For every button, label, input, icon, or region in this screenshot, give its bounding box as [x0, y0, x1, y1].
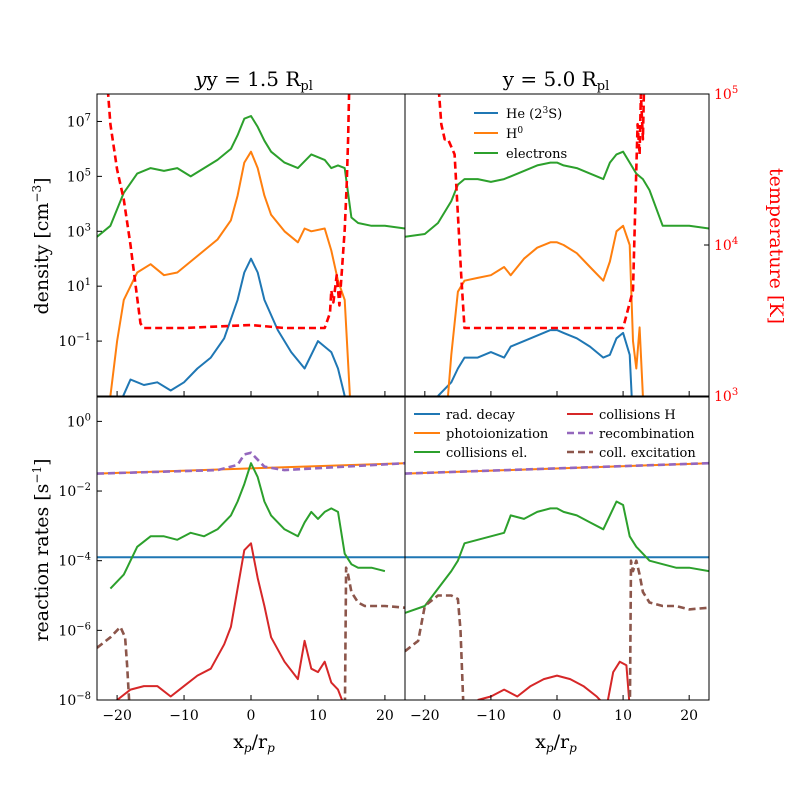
legend-label: H0 [506, 126, 523, 142]
series-coll-excitation [97, 566, 405, 700]
series-collisions-el- [109, 462, 386, 590]
left-xlabel-x: x [233, 731, 244, 753]
density-ylabel-sup: −3 [30, 185, 44, 203]
legend-label: electrons [506, 147, 567, 162]
left-title-text: y = 1.5 R [205, 67, 301, 91]
x-tick-label: 20 [376, 708, 394, 724]
x-tick-label: −10 [476, 708, 506, 724]
rates-ylabel-sup: −1 [30, 466, 44, 484]
series-electrons [405, 150, 709, 238]
plot-frame [96, 93, 406, 397]
plot-frame [404, 396, 710, 701]
legend-label: collisions H [599, 408, 676, 423]
y-tick-label: 10−8 [58, 691, 91, 709]
rates-ylabel-end: ] [31, 458, 53, 465]
y-tick-label: 10−2 [58, 482, 91, 500]
series-electrons [97, 115, 405, 238]
legend-label: collisions el. [446, 446, 527, 461]
series-recombination [97, 451, 405, 475]
y-tick-label: 10−1 [58, 332, 91, 350]
right-panel-title: y = 5.0 Rpl [502, 67, 609, 94]
y-tick-label: 107 [67, 112, 91, 130]
series-he-2-3s- [122, 257, 346, 396]
y-tick-label: 104 [714, 236, 738, 254]
rates-panel-left [96, 396, 406, 701]
density-ylabel-end: ] [31, 177, 53, 184]
y-tick-label: 103 [67, 222, 91, 240]
right-xlabel-sub2: p [569, 741, 577, 755]
series-collisions-el- [405, 500, 709, 614]
x-tick-label: 0 [247, 708, 256, 724]
series-he-2-3s- [437, 329, 633, 396]
left-xlabel-sub2: p [267, 741, 275, 755]
axis-ticks: −20 −10 0 10 20 −20 −10 0 10 20 107 105 103 101 10−1 10… [58, 85, 738, 724]
y-tick-label: 103 [714, 387, 738, 405]
y-tick-label: 100 [67, 412, 91, 430]
rates-ylabel: reaction rates [s−1] [30, 458, 53, 641]
temperature-ylabel: temperature [K] [765, 168, 787, 324]
y-tick-label: 10−4 [58, 552, 91, 570]
density-panel-right [404, 93, 710, 397]
y-tick-label: 10−6 [58, 621, 91, 639]
left-xlabel: xp/rp [233, 731, 275, 755]
legend-label: rad. decay [446, 408, 516, 423]
legend-label: coll. excitation [599, 446, 696, 461]
x-tick-label: 10 [614, 708, 632, 724]
right-xlabel-sub: p [546, 741, 554, 755]
y-tick-label: 105 [714, 85, 738, 103]
legends: He (23S) H0 electrons rad. decay photoioniza… [414, 106, 696, 461]
right-xlabel-slash: /r [554, 731, 570, 753]
series-temperature [106, 94, 351, 330]
left-xlabel-slash: /r [252, 731, 268, 753]
density-panel-left [96, 93, 406, 397]
x-tick-label: −10 [169, 708, 199, 724]
legend-label: He (23S) [506, 106, 562, 122]
series-h-0 [109, 150, 351, 396]
right-xlabel-x: x [535, 731, 546, 753]
y-tick-label: 101 [67, 277, 91, 295]
left-xlabel-sub: p [244, 741, 252, 755]
left-panel-title: yy = 1.5 Rpl [194, 67, 313, 94]
x-tick-label: 20 [680, 708, 698, 724]
series-coll-excitation [405, 559, 709, 700]
right-title-text: y = 5.0 R [502, 67, 598, 91]
density-ylabel-main: density [cm [31, 203, 53, 315]
density-ylabel: density [cm−3] [30, 177, 53, 314]
x-tick-label: −20 [102, 708, 132, 724]
y-tick-label: 105 [67, 167, 91, 185]
legend-label: recombination [599, 427, 695, 442]
x-tick-label: −20 [410, 708, 440, 724]
left-title-sub: pl [300, 79, 312, 94]
right-xlabel: xp/rp [535, 731, 577, 755]
x-tick-label: 10 [309, 708, 327, 724]
right-title-sub: pl [597, 79, 609, 94]
series-collisions-h [477, 660, 631, 700]
legend-label: photoionization [446, 427, 549, 442]
series-temperature [437, 94, 646, 330]
rates-ylabel-main: reaction rates [s [31, 484, 53, 642]
series-h-0 [447, 224, 644, 396]
series-collisions-h [115, 542, 344, 700]
x-tick-label: 0 [553, 708, 562, 724]
series-recombination [405, 461, 709, 475]
plot-frame [404, 93, 710, 397]
